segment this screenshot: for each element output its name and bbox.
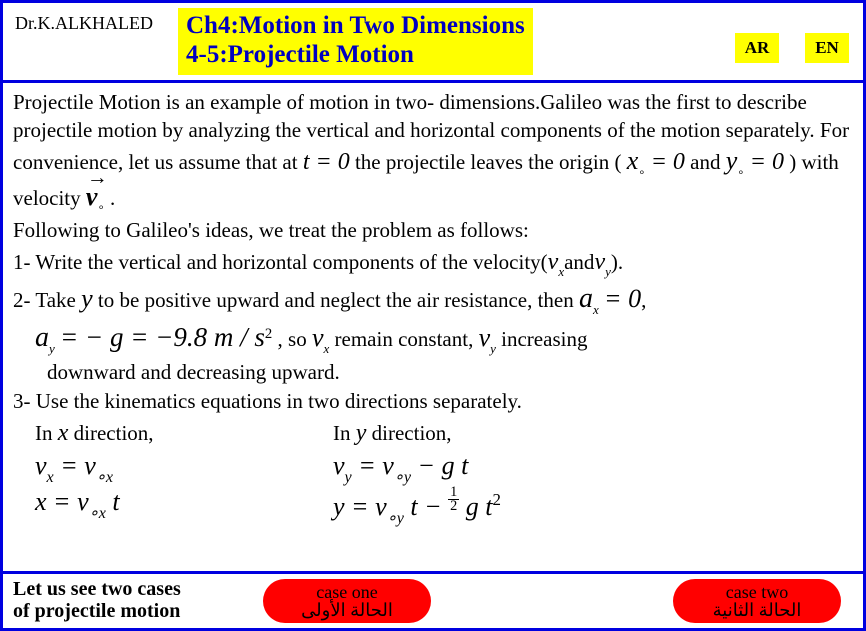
equation-row-2: x = v∘x t y = v∘y t − 12 g t2	[13, 486, 855, 527]
step-2-cont: downward and decreasing upward.	[13, 359, 855, 387]
step2-inc: increasing	[501, 327, 587, 351]
comma-1: ,	[641, 288, 646, 312]
step2-text-b: to be positive upward and neglect the ai…	[98, 288, 579, 312]
footer-row: Let us see two cases of projectile motio…	[3, 571, 863, 626]
ax-sym: a	[579, 283, 593, 314]
y-sym: y	[81, 284, 93, 313]
step2-remain: remain constant,	[335, 327, 479, 351]
step-3: 3- Use the kinematics equations in two d…	[13, 388, 855, 416]
ay-sym: a	[35, 322, 49, 353]
case-two-label-en: case two	[726, 583, 788, 601]
x0-subscript: ∘	[638, 167, 645, 179]
y0-symbol: y	[726, 146, 738, 175]
step2-so: , so	[278, 327, 312, 351]
title-box: Ch4:Motion in Two Dimensions 4-5:Project…	[178, 8, 533, 76]
vx-sub-2: x	[324, 341, 330, 356]
step-2-equation: ay = − g = −9.8 m / s2 , so vx remain co…	[13, 320, 855, 357]
v0-subscript: ∘	[97, 202, 104, 214]
title-line-1: Ch4:Motion in Two Dimensions	[186, 12, 525, 41]
case-one-label-ar: الحالة الأولى	[301, 601, 393, 619]
vx-sym-2: v	[312, 323, 324, 352]
y0-eq-val: = 0	[750, 149, 784, 175]
footer-line-2: of projectile motion	[13, 600, 181, 622]
title-line-2: 4-5:Projectile Motion	[186, 41, 525, 70]
x-direction-header: In x direction,	[13, 418, 333, 450]
eq-vy: vy = v∘y − g t	[333, 450, 855, 486]
v0-vector: v	[86, 180, 98, 214]
y-direction-header: In y direction,	[333, 418, 855, 450]
content-area: Projectile Motion is an example of motio…	[3, 83, 863, 571]
period-1: .	[110, 186, 115, 210]
ay-eq: = − g = −9.8 m / s	[60, 322, 265, 352]
footer-line-1: Let us see two cases	[13, 578, 181, 600]
step1-text-a: 1- Write the vertical and horizontal com…	[13, 250, 548, 274]
eq-y: y = v∘y t − 12 g t2	[333, 486, 855, 527]
step-1: 1- Write the vertical and horizontal com…	[13, 247, 855, 279]
footer-caption: Let us see two cases of projectile motio…	[13, 578, 181, 622]
step2-text-a: 2- Take	[13, 288, 81, 312]
case-two-button[interactable]: case two الحالة الثانية	[673, 579, 841, 623]
step1-text-b: ).	[611, 250, 623, 274]
t-zero-eq: t = 0	[303, 149, 350, 175]
x0-eq-val: = 0	[651, 149, 685, 175]
vx-sub: x	[558, 264, 564, 279]
ax-sub: x	[593, 302, 599, 317]
header-row: Dr.K.ALKHALED Ch4:Motion in Two Dimensio…	[3, 3, 863, 83]
eq-vx: vx = v∘x	[13, 450, 333, 486]
intro-text-b: the projectile leaves the origin (	[355, 150, 627, 174]
slide-frame: Dr.K.ALKHALED Ch4:Motion in Two Dimensio…	[0, 0, 866, 631]
x0-symbol: x	[627, 146, 639, 175]
vy-sub-2: y	[490, 341, 496, 356]
equation-headers: In x direction, In y direction,	[13, 418, 855, 450]
vx-sym: v	[548, 249, 559, 275]
eq-x: x = v∘x t	[13, 486, 333, 527]
y0-subscript: ∘	[737, 167, 744, 179]
vy-sym: v	[594, 249, 605, 275]
one-half: 12	[448, 486, 459, 513]
and-word-2: and	[564, 250, 594, 274]
lang-en-button[interactable]: EN	[805, 33, 849, 63]
and-word-1: and	[690, 150, 726, 174]
equation-row-1: vx = v∘x vy = v∘y − g t	[13, 450, 855, 486]
ax-val: = 0	[604, 284, 641, 313]
case-two-label-ar: الحالة الثانية	[713, 601, 802, 619]
ay-sub: y	[49, 341, 55, 356]
paragraph-galileo: Following to Galileo's ideas, we treat t…	[13, 217, 855, 245]
paragraph-intro: Projectile Motion is an example of motio…	[13, 89, 855, 215]
vy-sym-2: v	[479, 323, 491, 352]
author-label: Dr.K.ALKHALED	[15, 13, 153, 34]
vy-sub: y	[605, 264, 611, 279]
case-one-label-en: case one	[316, 583, 377, 601]
lang-ar-button[interactable]: AR	[735, 33, 779, 63]
case-one-button[interactable]: case one الحالة الأولى	[263, 579, 431, 623]
ay-sq: 2	[265, 326, 272, 342]
language-buttons: AR EN	[735, 33, 849, 63]
step-2: 2- Take y to be positive upward and negl…	[13, 281, 855, 318]
